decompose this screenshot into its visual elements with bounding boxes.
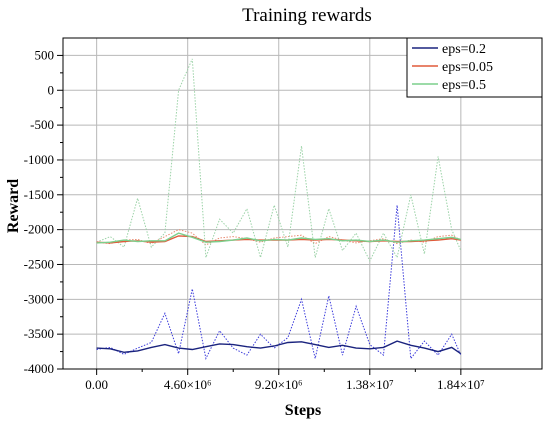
grid [63,38,542,370]
y-tick-label: -3500 [24,326,54,341]
y-tick-label: -2000 [24,222,54,237]
y-tick-label: -4000 [24,361,54,376]
y-tick-label: -2500 [24,256,54,271]
legend-label: eps=0.05 [442,60,493,75]
y-tick-label: 500 [35,47,55,62]
x-tick-label: 9.20×10⁶ [255,377,303,392]
y-ticks: 500 0 -500 -1000 -1500 -2000 -2500 -3000 -3500 -4… [24,47,63,376]
y-tick-label: -1000 [24,152,54,167]
x-tick-label: 0.00 [85,377,108,392]
plot-frame [62,37,543,370]
chart-title: Training rewards [242,5,372,26]
series-line [96,340,462,355]
y-axis-label: Reward [5,179,22,233]
y-tick-label: 0 [48,82,55,97]
series-line [96,232,461,244]
y-tick-label: -3000 [24,291,54,306]
x-tick-label: 1.38×10⁷ [346,377,394,392]
legend-label: eps=0.5 [442,78,486,93]
series-raw-line [96,58,462,263]
x-axis-label: Steps [285,402,321,419]
plot-area [96,58,462,361]
x-tick-label: 1.84×10⁷ [437,377,485,392]
y-tick-label: -1500 [24,187,54,202]
series-raw-line [96,205,462,361]
x-tick-label: 4.60×10⁶ [164,377,212,392]
x-ticks: 0.00 4.60×10⁶ 9.20×10⁶ 1.38×10⁷ 1.84×10⁷ [85,369,485,392]
y-tick-label: -500 [30,117,54,132]
legend-label: eps=0.2 [442,42,486,57]
legend: eps=0.2 eps=0.05 eps=0.5 [406,37,543,98]
